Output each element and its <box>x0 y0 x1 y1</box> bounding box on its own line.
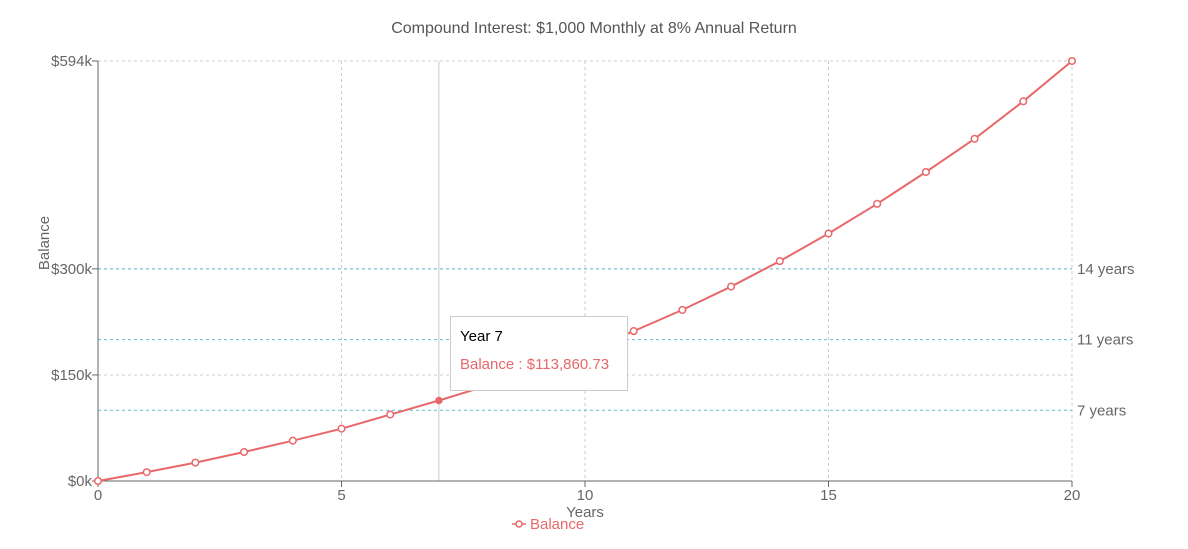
x-tick-label: 0 <box>94 487 102 504</box>
legend-marker-icon <box>515 520 523 528</box>
reference-line-label: 7 years <box>1077 402 1126 419</box>
tooltip-value: $113,860.73 <box>526 356 610 373</box>
data-point-active <box>435 396 443 405</box>
data-point <box>775 257 784 266</box>
y-tick-label: $300k <box>51 261 92 278</box>
x-tick-label: 10 <box>577 487 594 504</box>
legend[interactable]: Balance <box>512 516 584 533</box>
data-point <box>727 282 736 291</box>
grid <box>98 60 1073 481</box>
data-point <box>191 458 200 467</box>
data-point <box>142 468 151 477</box>
data-point <box>93 476 103 486</box>
data-point <box>240 447 249 457</box>
x-tick-label: 20 <box>1064 487 1081 504</box>
reference-line-label: 11 years <box>1077 332 1133 349</box>
x-tick-label: 5 <box>337 487 345 504</box>
data-point <box>678 305 687 314</box>
data-point <box>970 134 979 143</box>
chart-title: Compound Interest: $1,000 Monthly at 8% … <box>391 20 797 37</box>
reference-line-label: 14 years <box>1077 261 1135 278</box>
data-point <box>386 410 395 419</box>
x-tick-label: 15 <box>820 487 837 504</box>
tooltip: Year 7 Balance : $113,860.73 <box>450 316 628 391</box>
data-point <box>1019 97 1028 106</box>
data-point <box>921 167 930 177</box>
tooltip-separator: : <box>514 356 527 373</box>
tooltip-row: Balance : $113,860.73 <box>460 356 627 374</box>
y-tick-label: $150k <box>51 367 92 384</box>
legend-label: Balance <box>530 516 584 533</box>
data-point <box>288 436 297 445</box>
y-axis-label: Balance <box>36 216 53 270</box>
data-point <box>824 229 833 238</box>
data-point <box>337 424 346 433</box>
data-point <box>1067 56 1077 66</box>
y-tick-label: $594k <box>51 53 92 70</box>
y-tick-label: $0k <box>68 473 93 490</box>
axes: $0k $150k $300k $594k 0 5 10 15 20 <box>51 53 1080 504</box>
data-point <box>873 199 882 208</box>
data-point <box>629 327 638 336</box>
x-axis-label: Years <box>566 504 604 521</box>
tooltip-label: Year 7 <box>460 328 503 345</box>
tooltip-series-name: Balance <box>460 356 515 373</box>
